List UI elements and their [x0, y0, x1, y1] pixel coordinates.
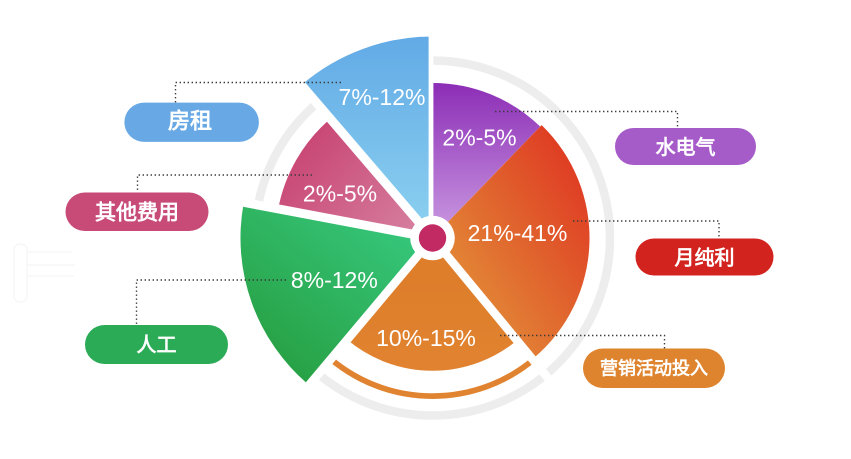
svg-text:其他费用: 其他费用	[95, 201, 179, 225]
svg-text:2%-5%: 2%-5%	[442, 125, 516, 151]
svg-text:房租: 房租	[168, 109, 212, 134]
svg-text:2%-5%: 2%-5%	[303, 181, 377, 207]
svg-text:营销活动投入: 营销活动投入	[600, 358, 708, 379]
svg-text:人工: 人工	[137, 334, 177, 357]
svg-text:7%-12%: 7%-12%	[339, 84, 426, 110]
svg-text:月纯利: 月纯利	[674, 246, 735, 270]
svg-text:10%-15%: 10%-15%	[376, 325, 476, 351]
svg-text:21%-41%: 21%-41%	[468, 220, 568, 246]
svg-text:水电气: 水电气	[656, 135, 716, 159]
svg-text:8%-12%: 8%-12%	[291, 267, 378, 293]
